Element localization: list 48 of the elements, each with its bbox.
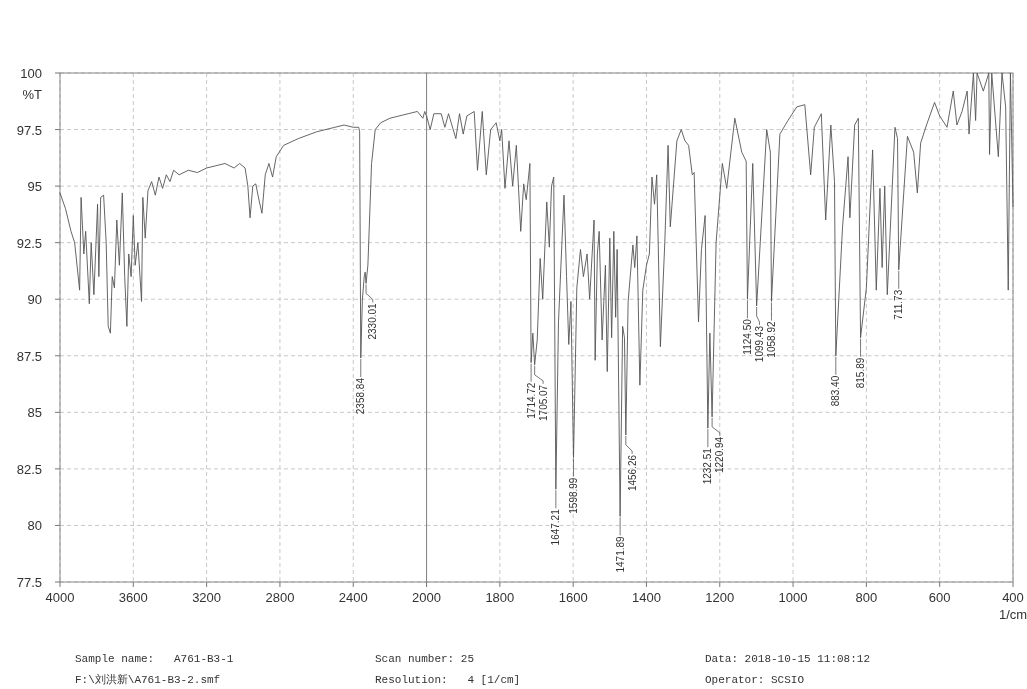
y-tick-label: 87.5 [16,348,42,364]
annotation: 1124.50 [741,318,753,355]
y-tick-label: 77.5 [16,575,42,590]
y-axis-title: %T [22,87,43,102]
text: Resolution: 4 [1/cm] [375,674,521,686]
x-tick-label: 2000 [412,590,441,605]
x-tick-label: 2800 [265,590,295,605]
annotation: 815.89 [855,357,867,389]
annotation: 1058.92 [765,321,777,358]
x-tick-label: 1000 [778,590,808,605]
x-axis-title: 1/cm [998,607,1027,622]
x-tick-label: 400 [1002,590,1024,605]
text: Scan number: 25 [375,653,475,665]
text: F:\刘洪新\A761-B3-2.smf [75,673,221,686]
x-tick-label: 1800 [485,590,515,605]
annotation: 1232.51 [702,447,714,485]
annotation: 2358.84 [355,377,367,415]
x-tick-label: 1200 [705,590,735,605]
text: Operator: SCSIO [705,674,805,686]
x-tick-label: 3200 [192,590,222,605]
y-tick-label: 80 [27,518,42,534]
annotation: 1456.26 [626,454,638,492]
y-tick-label: 95 [27,179,42,195]
x-tick-label: 1400 [632,590,661,605]
text: Data: 2018-10-15 11:08:12 [705,653,871,665]
y-tick-label: 85 [27,405,42,421]
y-tick-label: 97.5 [16,122,42,138]
x-tick-label: 2400 [338,590,368,605]
annotation: 1705.07 [537,384,549,421]
annotation: 1471.89 [614,535,626,573]
x-tick-label: 3600 [118,590,148,605]
annotation: 1647.21 [550,508,562,546]
y-tick-label: 100 [20,66,42,81]
y-tick-label: 82.5 [16,461,42,477]
annotation: 1598.99 [568,477,580,514]
y-tick-label: 90 [27,292,42,308]
annotation: 2330.01 [367,302,379,340]
y-tick-label: 92.5 [16,235,42,251]
text: Sample name: A761-B3-1 [75,653,234,665]
x-tick-label: 800 [855,590,878,605]
annotation: 883.40 [830,375,842,407]
annotation: 1099.43 [753,325,765,363]
annotation: 1220.94 [714,436,726,474]
annotation: 711.73 [893,289,905,320]
x-tick-label: 4000 [45,590,75,605]
x-tick-label: 1600 [558,590,588,605]
annotation: 1714.72 [525,382,537,419]
x-tick-label: 600 [928,590,951,605]
